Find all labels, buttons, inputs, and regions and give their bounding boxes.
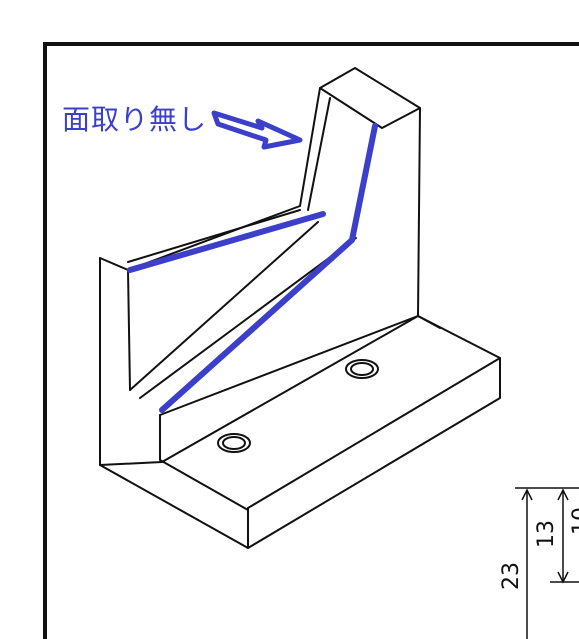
upright-top-face: [319, 67, 421, 129]
dimension-arrow-23: [521, 488, 533, 501]
base-top-surface: [161, 315, 501, 509]
highlight-edge-upper: [127, 211, 326, 273]
highlighted-edges: [127, 123, 378, 413]
dimension-text-23: 23: [499, 562, 524, 590]
mounting-hole-front-inner: [222, 436, 246, 450]
base-front-face: [247, 357, 501, 549]
upright-right-edge: [417, 107, 421, 317]
dimension-text-13: 13: [534, 520, 559, 548]
step-top-edge: [159, 315, 419, 416]
back-wall-top-inner: [127, 209, 301, 263]
mounting-hole-front: [217, 433, 251, 453]
mounting-hole-rear: [345, 359, 379, 379]
step-face: [159, 414, 249, 511]
sheet-border: [43, 42, 579, 639]
upright-base-junction: [417, 315, 441, 329]
upright-left-edge: [299, 87, 321, 207]
highlight-edge-valley: [159, 123, 378, 413]
dimension-arrow-13-top: [557, 488, 569, 501]
upright-inner-edge: [307, 97, 331, 211]
dimension-annotations: [515, 487, 579, 639]
left-wall-inner-edge: [127, 269, 131, 391]
no-chamfer-label: 面取り無し: [62, 103, 208, 136]
slope-lower-edge: [129, 221, 319, 391]
callout-arrow: [211, 110, 303, 150]
dimension-text-10: 10: [569, 507, 579, 535]
base-side-edge: [99, 461, 163, 466]
mounting-hole-rear-inner: [350, 362, 374, 376]
